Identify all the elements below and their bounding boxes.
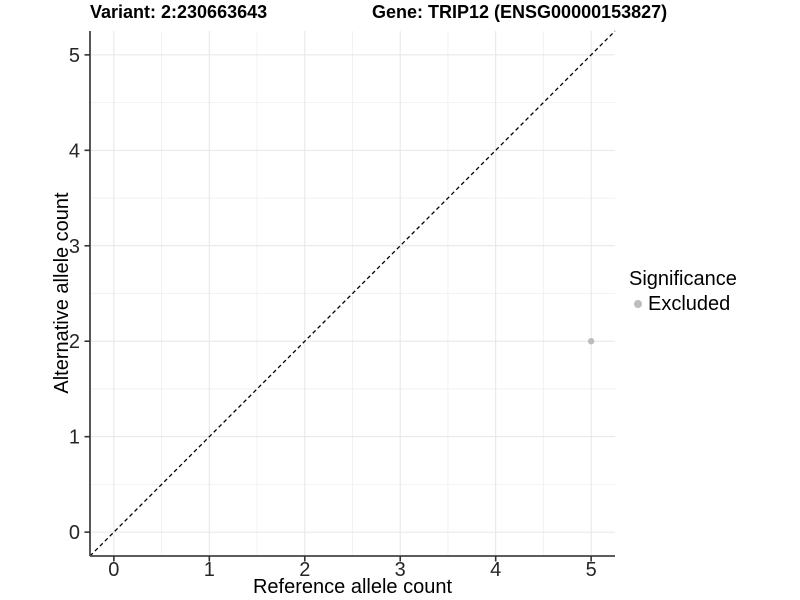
legend: Significance Excluded	[629, 268, 737, 315]
gene-title: Gene: TRIP12 (ENSG00000153827)	[372, 2, 668, 22]
excluded-point-icon	[634, 300, 642, 308]
y-tick-label: 2	[69, 331, 80, 353]
variant-title: Variant: 2:230663643	[90, 2, 268, 22]
legend-item-label: Excluded	[648, 293, 731, 315]
y-tick-label: 1	[69, 427, 80, 449]
y-tick-label: 3	[69, 236, 80, 258]
x-tick-label: 5	[586, 559, 597, 581]
data-point	[587, 338, 595, 345]
x-tick-label: 0	[108, 559, 119, 581]
legend-title: Significance	[629, 268, 737, 290]
y-tick-label: 4	[69, 140, 80, 162]
y-axis-title: Alternative allele count	[51, 192, 73, 394]
x-axis-title: Reference allele count	[252, 576, 452, 598]
y-tick-label: 0	[69, 522, 80, 544]
y-tick-label: 5	[69, 45, 80, 67]
x-tick-label: 2	[299, 559, 310, 581]
x-tick-label: 1	[204, 559, 215, 581]
x-tick-label: 3	[395, 559, 406, 581]
legend-item-excluded: Excluded	[629, 293, 737, 315]
identity-line	[89, 30, 616, 557]
x-tick-label: 4	[490, 559, 501, 581]
